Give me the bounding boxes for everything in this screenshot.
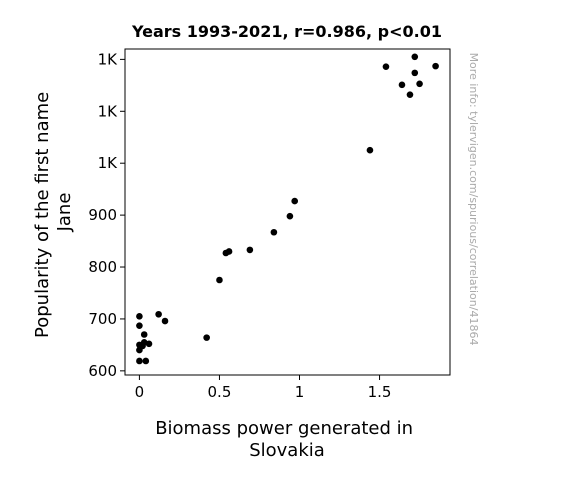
x-tick-label: 1.5 (368, 383, 392, 401)
data-point (246, 246, 254, 254)
data-point (136, 313, 143, 320)
data-point (155, 310, 162, 318)
source-note: More info: tylervigen.com/spurious/corre… (467, 53, 480, 346)
x-axis-label: Biomass power generated in Slovakia (155, 418, 419, 461)
x-tick-label: 0 (135, 383, 145, 401)
y-tick-label: 1K (98, 102, 119, 120)
data-point (203, 334, 210, 341)
data-point (216, 276, 223, 284)
y-tick-label: 900 (88, 206, 117, 224)
y-tick-label: 1K (98, 154, 119, 172)
data-point (398, 81, 406, 89)
data-point (145, 340, 153, 348)
data-points (136, 53, 439, 365)
data-point (136, 357, 143, 365)
data-point (382, 63, 390, 70)
data-point (225, 248, 233, 255)
data-point (432, 62, 439, 70)
y-axis: 600 700 800 900 1K 1K 1K (88, 50, 125, 380)
data-point (416, 80, 423, 88)
data-point (140, 331, 148, 338)
data-point (366, 146, 374, 154)
x-axis-label-line-1: Biomass power generated in (155, 418, 413, 439)
data-point (406, 91, 414, 98)
chart-title: Years 1993-2021, r=0.986, p<0.01 (131, 22, 442, 41)
data-point (142, 357, 150, 365)
data-point (411, 69, 419, 77)
y-axis-label-line-1: Popularity of the first name (32, 92, 53, 338)
y-axis-label-line-2: Jane (54, 193, 75, 233)
y-tick-label: 800 (88, 258, 117, 276)
x-axis-label-line-2: Slovakia (249, 440, 325, 461)
data-point (136, 322, 143, 329)
x-tick-label: 0.5 (208, 383, 232, 401)
data-point (286, 212, 294, 220)
y-tick-label: 700 (88, 310, 117, 328)
y-tick-label: 600 (88, 362, 117, 380)
data-point (161, 317, 169, 325)
plot-area (124, 48, 451, 376)
y-axis-label: Popularity of the first name Jane (32, 86, 75, 338)
x-tick-label: 1 (295, 383, 305, 401)
y-tick-label: 1K (98, 50, 119, 68)
data-point (411, 53, 419, 61)
x-axis: 0 0.5 1 1.5 (135, 375, 392, 401)
data-point (270, 228, 278, 236)
data-point (291, 197, 299, 205)
